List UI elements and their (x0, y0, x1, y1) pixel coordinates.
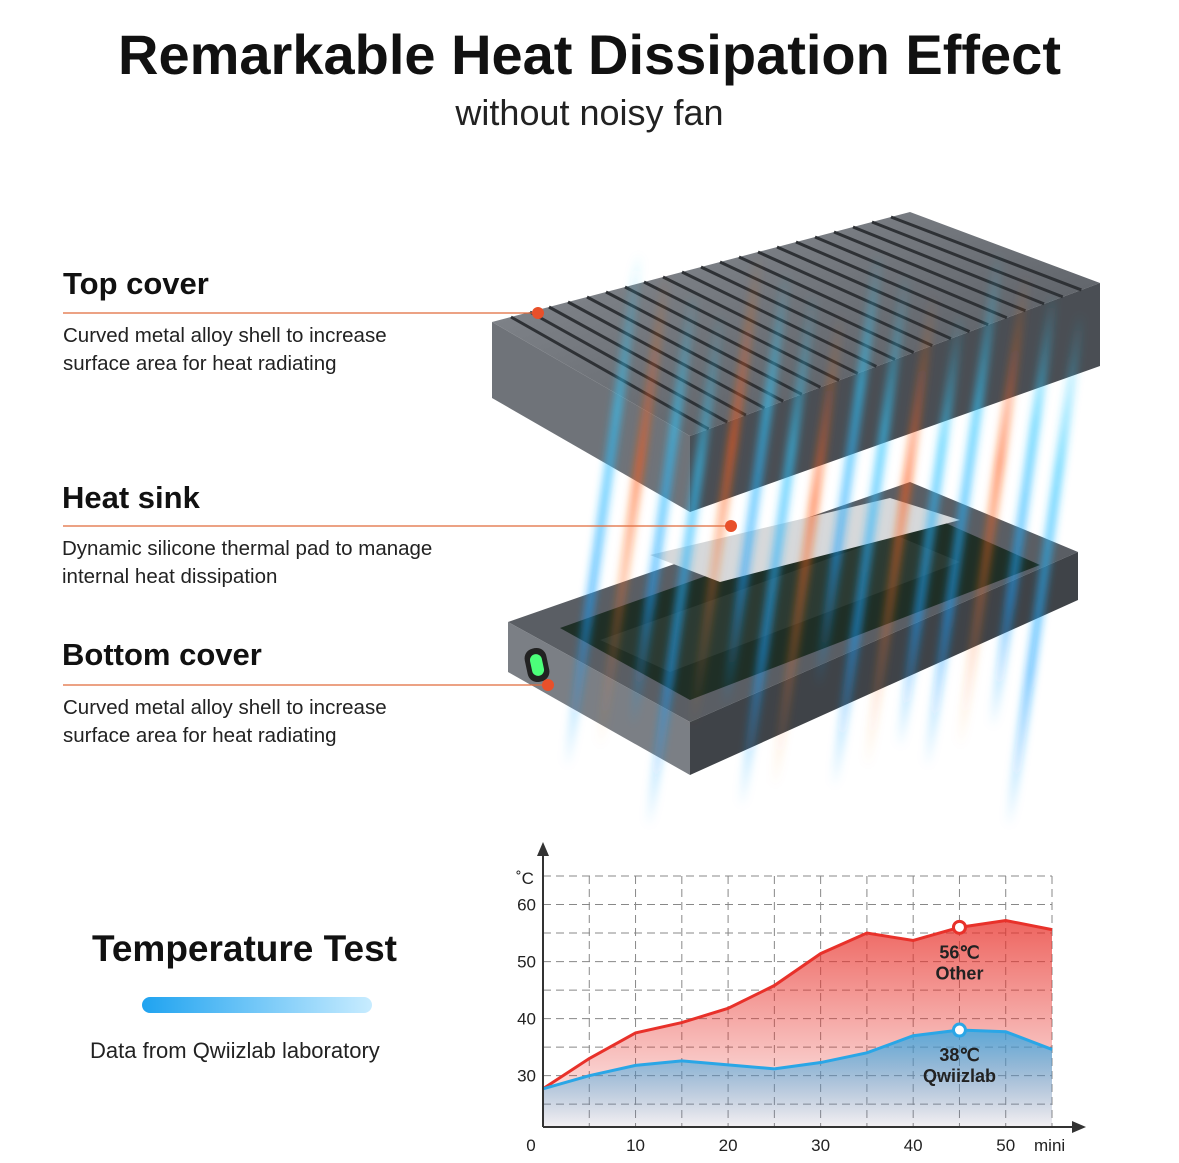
x-tick-label: 50 (996, 1136, 1015, 1155)
leader-dot (542, 679, 554, 691)
part-description: Dynamic silicone thermal pad to manage i… (62, 537, 433, 588)
fin (852, 225, 1045, 306)
annotation-label: 38℃ (939, 1045, 979, 1065)
fin (890, 215, 1082, 292)
heat-streak (562, 252, 644, 769)
x-tick-label: 0 (526, 1136, 535, 1155)
heat-streak (720, 272, 791, 710)
y-tick-label: 40 (517, 1010, 536, 1029)
fin (795, 240, 989, 327)
part-name: Top cover (63, 266, 209, 301)
leader-dot (725, 520, 737, 532)
part-name: Bottom cover (62, 637, 262, 672)
heat-streak (922, 252, 1004, 769)
fin (529, 310, 729, 424)
heat-streak (895, 311, 966, 749)
test-title: Temperature Test (92, 928, 397, 969)
fin (567, 300, 766, 410)
x-axis-arrow (1072, 1121, 1086, 1133)
line (542, 918, 1053, 1091)
x-axis-label: mini (1034, 1136, 1065, 1155)
y-tick-label: 30 (517, 1067, 536, 1086)
leader-dot (532, 307, 544, 319)
series-name: Qwiizlab (923, 1066, 996, 1086)
title: Remarkable Heat Dissipation Effect (118, 23, 1061, 86)
heat-streak (736, 292, 819, 809)
part-name: Heat sink (62, 480, 200, 515)
heat-streak (644, 311, 726, 829)
test-source: Data from Qwiizlab laboratory (90, 1038, 380, 1063)
top-cover (492, 212, 1100, 512)
part-description: Curved metal alloy shell to increase sur… (63, 324, 387, 375)
y-tick-label: 60 (517, 896, 536, 915)
series-name: Other (935, 963, 983, 983)
heat-streak (687, 252, 764, 730)
heat-streak (987, 292, 1059, 730)
x-tick-label: 40 (904, 1136, 923, 1155)
gradient-bar (142, 997, 372, 1013)
fin (871, 220, 1064, 299)
part-description: Curved metal alloy shell to increase sur… (63, 696, 387, 747)
heat-streak (813, 252, 884, 690)
heat-streak (829, 272, 911, 789)
heat-streak (627, 292, 699, 730)
heat-streak (955, 272, 1031, 749)
heat-streak (1004, 311, 1086, 829)
y-tick-label: 50 (517, 953, 536, 972)
y-axis-label: ˚C (516, 869, 534, 888)
annotation-marker (951, 919, 967, 935)
area (543, 1030, 1052, 1127)
heat-streaks (562, 252, 1086, 829)
x-tick-label: 30 (811, 1136, 830, 1155)
heat-streak (595, 272, 671, 749)
fin (757, 250, 952, 341)
subtitle: without noisy fan (455, 92, 724, 133)
x-tick-label: 20 (719, 1136, 738, 1155)
y-axis-arrow (537, 842, 549, 856)
line (542, 1028, 1053, 1091)
heat-streak (862, 292, 939, 769)
annotation-label: 56℃ (939, 942, 979, 962)
annotation-marker (951, 1022, 967, 1038)
x-tick-label: 10 (626, 1136, 645, 1155)
heat-streak (769, 311, 846, 789)
fin (624, 285, 822, 389)
fin (814, 235, 1008, 320)
